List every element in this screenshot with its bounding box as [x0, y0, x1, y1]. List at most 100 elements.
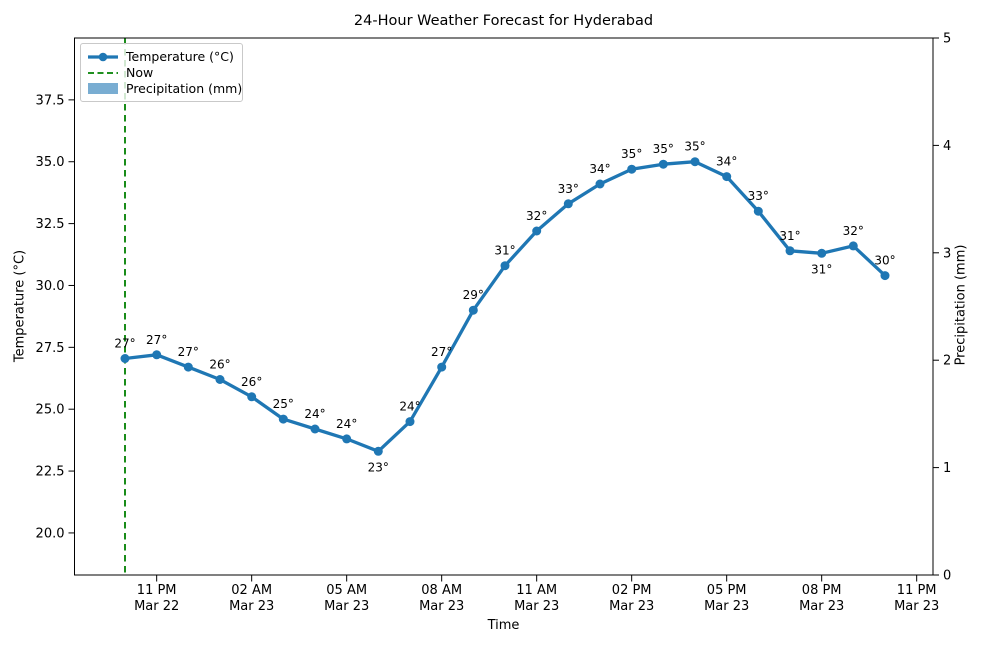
point-label: 24°	[304, 407, 325, 421]
temperature-point	[532, 226, 542, 236]
temperature-line	[123, 160, 887, 453]
point-label: 24°	[336, 417, 357, 431]
temperature-series	[120, 157, 890, 456]
point-label: 24°	[399, 400, 420, 414]
x-tick-time-label: 08 PM	[802, 583, 842, 598]
temperature-point	[690, 157, 700, 167]
x-tick-time-label: 11 PM	[897, 583, 937, 598]
legend-item-temperature: Temperature (°C)	[87, 49, 234, 64]
temperature-point	[880, 271, 890, 281]
point-label: 34°	[716, 155, 737, 169]
axes: 20.0 22.5 25.0 27.5 30.0 32.5 35.0 37.5 0 1 2 3 4 5 11…	[36, 32, 952, 615]
temperature-point	[595, 179, 605, 189]
x-tick-date-label: Mar 22	[134, 599, 179, 614]
temperature-point	[120, 354, 130, 363]
plot-frame	[74, 37, 934, 576]
left-y-tick-label: 30.0	[36, 279, 65, 294]
point-label: 32°	[526, 209, 547, 223]
temperature-point	[342, 434, 352, 444]
temperature-point	[152, 350, 162, 360]
x-tick-time-label: 05 AM	[326, 583, 367, 598]
point-label: 29°	[463, 288, 484, 302]
right-y-tick-label: 5	[943, 32, 951, 47]
x-tick-date-label: Mar 23	[609, 599, 654, 614]
temperature-point	[848, 241, 858, 251]
left-y-tick-label: 37.5	[36, 93, 65, 108]
x-tick-date-label: Mar 23	[229, 599, 274, 614]
left-y-tick-label: 32.5	[36, 217, 65, 232]
right-y-axis-label: Precipitation (mm)	[953, 244, 969, 366]
precipitation-patch-icon	[87, 83, 119, 94]
now-dashed-line-icon	[87, 67, 119, 79]
x-tick-date-label: Mar 23	[419, 599, 464, 614]
left-y-axis-label: Temperature (°C)	[12, 249, 28, 363]
point-label: 27°	[178, 345, 199, 359]
point-label: 33°	[558, 182, 579, 196]
x-tick-time-label: 11 AM	[516, 583, 557, 598]
legend-item-now: Now	[87, 65, 234, 80]
legend-label-precipitation: Precipitation (mm)	[126, 81, 243, 96]
temperature-point	[278, 414, 288, 424]
right-y-tick-label: 2	[943, 354, 951, 369]
point-label: 33°	[748, 189, 769, 203]
point-label: 26°	[209, 358, 230, 372]
point-label: 31°	[494, 244, 515, 258]
point-label: 31°	[779, 229, 800, 243]
legend: Temperature (°C) Now Precipitation (mm)	[80, 43, 243, 102]
temperature-point	[215, 375, 225, 384]
x-tick-date-label: Mar 23	[704, 599, 749, 614]
chart-title: 24-Hour Weather Forecast for Hyderabad	[353, 13, 654, 29]
temperature-point	[658, 159, 668, 169]
point-label: 31°	[811, 262, 832, 276]
temperature-point-labels: 27° 27° 27° 26° 26° 25° 24° 24° 23° 24° 27° 29° 31° 3…	[114, 140, 895, 475]
point-label: 27°	[431, 345, 452, 359]
left-y-tick-label: 20.0	[36, 526, 65, 541]
right-y-tick-label: 4	[943, 139, 951, 154]
temperature-point	[753, 206, 763, 216]
temperature-point	[500, 261, 510, 271]
point-label: 35°	[684, 140, 705, 154]
x-tick-date-label: Mar 23	[894, 599, 939, 614]
point-label: 27°	[114, 337, 135, 351]
x-tick-time-label: 11 PM	[137, 583, 177, 598]
x-tick-date-label: Mar 23	[799, 599, 844, 614]
point-label: 35°	[621, 147, 642, 161]
temperature-line-icon	[87, 51, 119, 63]
right-y-tick-label: 0	[943, 569, 951, 584]
temperature-point	[722, 172, 732, 182]
legend-item-precipitation: Precipitation (mm)	[87, 81, 242, 96]
point-label: 23°	[368, 460, 389, 474]
temperature-point	[437, 362, 447, 372]
left-y-tick-label: 22.5	[36, 465, 65, 480]
legend-label-now: Now	[126, 65, 154, 80]
point-label: 32°	[843, 224, 864, 238]
left-y-tick-label: 25.0	[36, 403, 65, 418]
legend-label-temperature: Temperature (°C)	[126, 49, 234, 64]
left-y-tick-label: 27.5	[36, 341, 65, 356]
x-tick-time-label: 02 AM	[231, 583, 272, 598]
x-tick-time-label: 05 PM	[707, 583, 747, 598]
right-y-tick-label: 3	[943, 246, 951, 261]
left-y-tick-label: 35.0	[36, 155, 65, 170]
x-axis-label: Time	[487, 618, 520, 633]
x-tick-date-label: Mar 23	[514, 599, 559, 614]
temperature-point	[247, 392, 257, 402]
temperature-point	[785, 246, 795, 256]
x-tick-date-label: Mar 23	[324, 599, 369, 614]
point-label: 35°	[653, 142, 674, 156]
point-label: 34°	[589, 162, 610, 176]
x-tick-time-label: 08 AM	[421, 583, 462, 598]
temperature-point	[405, 417, 415, 427]
temperature-point	[563, 199, 573, 209]
temperature-point	[817, 248, 827, 258]
point-label: 27°	[146, 333, 167, 347]
x-tick-time-label: 02 PM	[612, 583, 652, 598]
temperature-point	[310, 424, 320, 434]
temperature-point	[183, 362, 193, 372]
point-label: 26°	[241, 375, 262, 389]
point-label: 25°	[273, 397, 294, 411]
right-y-tick-label: 1	[943, 461, 951, 476]
temperature-point	[627, 164, 637, 174]
